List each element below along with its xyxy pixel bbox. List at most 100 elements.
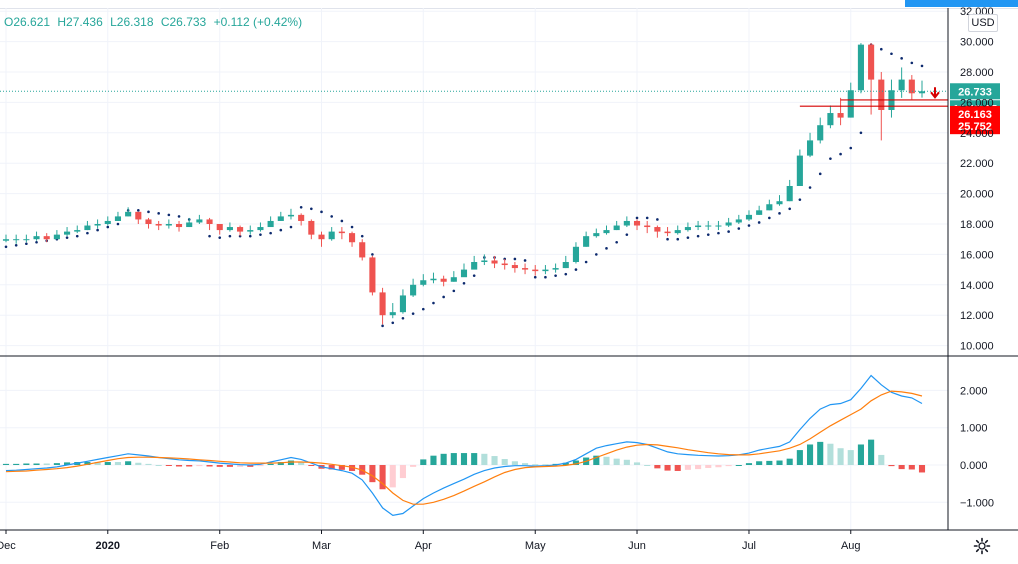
macd-tick-label: −1.000	[960, 497, 994, 509]
gear-icon[interactable]	[973, 537, 991, 555]
candle	[328, 227, 335, 241]
histogram-bar	[827, 443, 834, 465]
candle	[267, 216, 274, 228]
candle	[481, 254, 488, 266]
candle	[654, 225, 661, 238]
histogram-bar	[603, 456, 610, 465]
histogram-bar	[247, 465, 254, 467]
histogram-bar	[471, 453, 478, 465]
histogram-bar	[715, 465, 722, 468]
signal-line	[5, 390, 923, 505]
candle	[471, 255, 478, 270]
histogram-bar	[756, 461, 763, 465]
candle	[74, 225, 81, 234]
time-tick-label: Jun	[628, 540, 646, 552]
psar-dot	[137, 209, 140, 212]
candle	[53, 230, 60, 240]
histogram-bar	[501, 459, 508, 465]
currency-label[interactable]: USD	[968, 14, 998, 32]
candle	[806, 132, 814, 158]
candle	[277, 211, 284, 221]
candle	[308, 219, 315, 240]
psar-dot	[299, 205, 303, 209]
price-tick-label: 12.000	[960, 310, 994, 322]
price-tick-label: 22.000	[960, 158, 994, 170]
histogram-bar	[450, 453, 457, 465]
candle	[684, 222, 691, 232]
candle	[104, 216, 111, 226]
psar-dot	[75, 234, 79, 238]
histogram-bar	[145, 463, 152, 465]
candle	[216, 224, 223, 235]
psar-dot	[605, 247, 608, 250]
psar-dot	[666, 237, 669, 241]
psar-dot	[696, 234, 700, 238]
level-1-tag: 26.163	[950, 105, 1000, 122]
time-tick-label: May	[525, 540, 546, 552]
candle	[165, 219, 172, 229]
candle	[715, 220, 722, 231]
histogram-bar	[328, 465, 335, 470]
ohlc-high: H27.436	[57, 15, 103, 29]
candle	[542, 265, 549, 275]
histogram-bar	[817, 441, 824, 465]
parabolic-sar-series	[4, 43, 924, 328]
histogram-bar	[593, 455, 600, 465]
psar-dot	[920, 64, 924, 68]
candle	[440, 275, 447, 287]
candle	[735, 214, 742, 224]
psar-dot	[340, 219, 344, 223]
candle	[125, 207, 132, 217]
psar-dot	[360, 234, 364, 238]
candle	[43, 233, 50, 243]
histogram-bar	[674, 465, 681, 471]
time-tick-label: Mar	[312, 540, 331, 552]
psar-dot	[177, 215, 181, 218]
psar-dot	[544, 275, 547, 279]
histogram-bar	[267, 463, 274, 465]
toolbar-accent	[905, 0, 1018, 7]
psar-dot	[645, 216, 649, 220]
histogram-bar	[745, 463, 753, 465]
candle	[64, 227, 71, 237]
psar-dot	[737, 227, 741, 230]
psar-dot	[330, 215, 333, 218]
histogram-bar	[399, 465, 406, 479]
psar-dot	[706, 233, 710, 236]
ohlc-legend: O26.621 H27.436 L26.318 C26.733 +0.112 (…	[4, 15, 306, 29]
histogram-bar	[644, 465, 651, 466]
candle	[644, 220, 651, 234]
histogram-bar	[776, 460, 783, 465]
macd-tick-label: 1.000	[960, 423, 988, 435]
psar-dot	[818, 172, 822, 176]
histogram-bar	[389, 465, 396, 488]
candle	[450, 271, 457, 282]
candle	[857, 43, 864, 94]
ohlc-open: O26.621	[4, 15, 51, 29]
histogram-bar	[562, 462, 569, 465]
histogram-bar	[532, 464, 539, 466]
histogram-bar	[84, 462, 91, 465]
candle	[695, 220, 702, 231]
candle	[399, 289, 406, 314]
price-tick-label: 28.000	[960, 67, 994, 79]
psar-dot	[116, 222, 120, 226]
candle	[583, 231, 590, 247]
psar-dot	[554, 274, 557, 277]
candle	[226, 222, 233, 232]
candle	[23, 234, 30, 243]
ohlc-low: L26.318	[110, 15, 154, 29]
psar-dot	[350, 225, 354, 229]
psar-dot	[778, 212, 781, 215]
histogram-bar	[572, 460, 580, 465]
psar-dot	[757, 221, 761, 224]
psar-dot	[259, 233, 262, 236]
histogram-bar	[13, 463, 20, 465]
histogram-bar	[379, 465, 386, 490]
psar-dot	[829, 157, 832, 160]
histogram-bar	[522, 463, 529, 465]
time-tick-label: Aug	[841, 540, 861, 552]
candle	[664, 227, 671, 237]
histogram-bar	[277, 462, 284, 465]
